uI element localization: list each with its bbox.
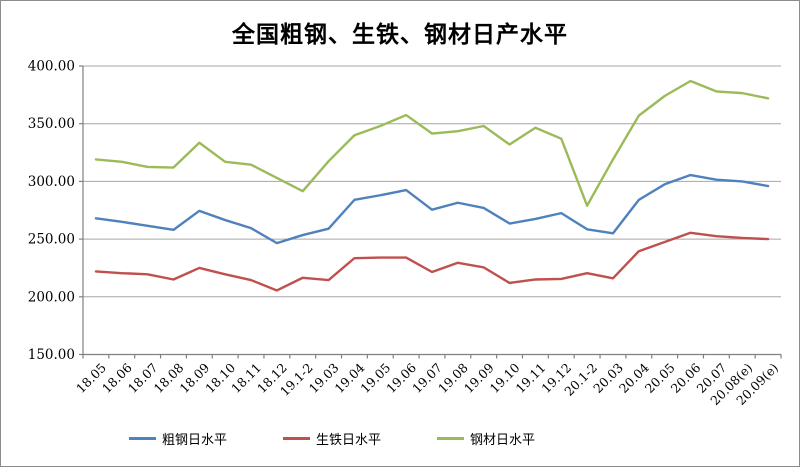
y-tick-label: 150.00 [28, 347, 75, 363]
legend: 粗钢日水平 生铁日水平 钢材日水平 [129, 429, 535, 448]
series-line-pig-iron [94, 231, 770, 292]
legend-item-steel-products: 钢材日水平 [437, 429, 535, 448]
legend-label-steel-products: 钢材日水平 [470, 433, 536, 448]
y-tick-label: 400.00 [28, 59, 75, 75]
legend-item-crude-steel: 粗钢日水平 [129, 429, 227, 448]
y-tick-label: 300.00 [28, 174, 75, 190]
legend-item-pig-iron: 生铁日水平 [283, 429, 381, 448]
y-tick-label: 350.00 [28, 116, 75, 132]
legend-label-crude-steel: 粗钢日水平 [162, 433, 228, 448]
legend-line-crude-steel-icon [129, 437, 156, 440]
chart-title: 全国粗钢、生铁、钢材日产水平 [232, 21, 568, 48]
y-tick-label: 250.00 [28, 232, 75, 248]
legend-line-steel-products-icon [437, 437, 465, 440]
y-tick-label: 200.00 [28, 289, 75, 305]
series-line-crude-steel [94, 173, 770, 245]
legend-label-pig-iron: 生铁日水平 [316, 433, 382, 448]
legend-line-pig-iron-icon [283, 437, 311, 440]
series-line-steel-products [94, 79, 770, 207]
